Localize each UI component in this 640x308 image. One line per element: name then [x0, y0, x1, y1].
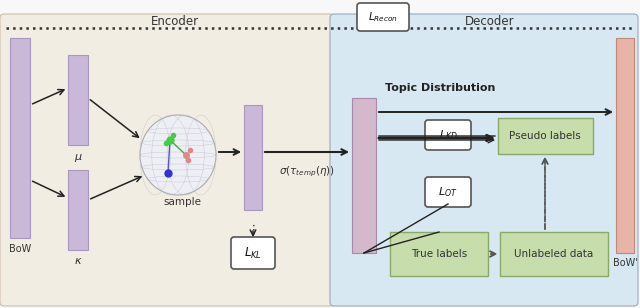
FancyBboxPatch shape — [68, 170, 88, 250]
Text: Topic Distribution: Topic Distribution — [385, 83, 495, 93]
FancyBboxPatch shape — [10, 38, 30, 238]
FancyBboxPatch shape — [616, 38, 634, 253]
FancyBboxPatch shape — [231, 237, 275, 269]
Text: $L_{KL}$: $L_{KL}$ — [244, 245, 262, 261]
Text: Decoder: Decoder — [465, 15, 515, 28]
Text: κ: κ — [75, 256, 81, 266]
FancyBboxPatch shape — [357, 3, 409, 31]
Text: $L_{Recon}$: $L_{Recon}$ — [368, 10, 398, 24]
FancyBboxPatch shape — [500, 232, 608, 276]
FancyBboxPatch shape — [352, 98, 376, 253]
FancyBboxPatch shape — [390, 232, 488, 276]
FancyBboxPatch shape — [244, 105, 262, 210]
FancyBboxPatch shape — [498, 118, 593, 154]
Text: Pseudo labels: Pseudo labels — [509, 131, 581, 141]
Text: $\sigma(\tau_{temp}(\eta))$: $\sigma(\tau_{temp}(\eta))$ — [279, 165, 335, 179]
Text: True labels: True labels — [411, 249, 467, 259]
Text: ⋯: ⋯ — [246, 222, 259, 234]
Text: $L_{KD}$: $L_{KD}$ — [438, 128, 458, 142]
FancyBboxPatch shape — [425, 120, 471, 150]
Text: Unlabeled data: Unlabeled data — [515, 249, 594, 259]
Ellipse shape — [140, 115, 216, 195]
FancyBboxPatch shape — [0, 14, 334, 306]
FancyBboxPatch shape — [330, 14, 638, 306]
Text: $L_{OT}$: $L_{OT}$ — [438, 185, 458, 199]
Text: sample: sample — [163, 197, 201, 207]
Text: Encoder: Encoder — [151, 15, 199, 28]
Text: BoW': BoW' — [612, 258, 637, 268]
Text: BoW: BoW — [9, 244, 31, 254]
Text: μ: μ — [74, 152, 81, 162]
FancyBboxPatch shape — [68, 55, 88, 145]
FancyBboxPatch shape — [425, 177, 471, 207]
